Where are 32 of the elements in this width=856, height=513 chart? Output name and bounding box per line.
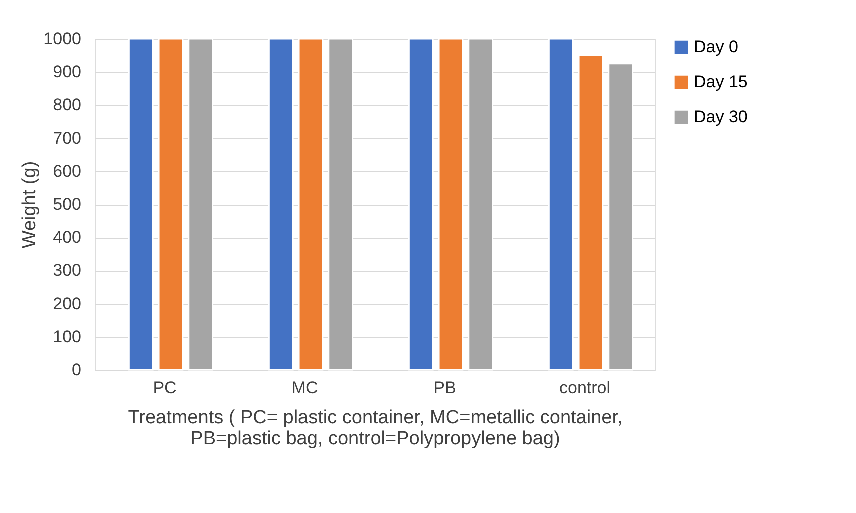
bar xyxy=(438,38,464,371)
bar xyxy=(608,63,634,371)
bar xyxy=(548,38,574,371)
bar xyxy=(128,38,154,371)
x-tick-label: MC xyxy=(292,378,318,398)
x-axis-title: Treatments ( PC= plastic container, MC=metallic container, PB=plastic bag, control=Polypropylene bag) xyxy=(128,408,623,450)
y-tick-label: 700 xyxy=(53,128,82,148)
bar xyxy=(468,38,494,371)
y-tick-label: 100 xyxy=(53,327,82,346)
bar xyxy=(328,38,354,371)
y-tick-label: 0 xyxy=(72,360,82,380)
bar xyxy=(158,38,184,371)
x-tick-label: PC xyxy=(153,378,177,398)
y-tick-label: 900 xyxy=(53,62,82,82)
y-tick-label: 1000 xyxy=(44,30,82,48)
y-tick-label: 300 xyxy=(53,261,82,280)
bar xyxy=(188,38,214,371)
legend-label: Day 0 xyxy=(694,38,738,56)
x-tick-label: control xyxy=(559,378,611,398)
y-axis-title: Weight (g) xyxy=(20,161,41,249)
y-tick-label: 500 xyxy=(53,195,82,214)
x-tick-label: PB xyxy=(434,378,456,398)
y-tick-label: 200 xyxy=(53,294,82,314)
legend-label: Day 15 xyxy=(694,72,748,92)
bar xyxy=(268,38,294,371)
y-tick-label: 800 xyxy=(53,96,82,115)
y-tick-label: 600 xyxy=(53,162,82,181)
y-tick-label: 400 xyxy=(53,228,82,248)
bar xyxy=(408,38,434,371)
bar xyxy=(578,54,604,371)
bar xyxy=(298,38,324,371)
legend-label: Day 30 xyxy=(694,108,748,126)
